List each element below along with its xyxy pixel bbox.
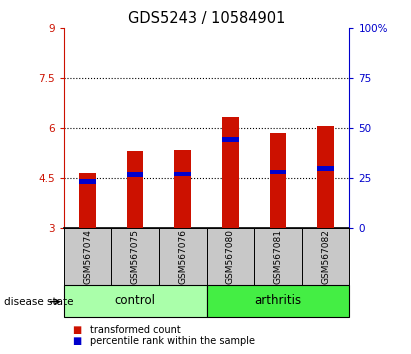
Bar bbox=[174, 172, 191, 176]
Bar bbox=[222, 117, 239, 228]
Text: GSM567075: GSM567075 bbox=[131, 229, 140, 284]
Text: disease state: disease state bbox=[4, 297, 74, 307]
Text: GSM567082: GSM567082 bbox=[321, 229, 330, 284]
Text: control: control bbox=[115, 295, 156, 307]
Bar bbox=[111, 228, 159, 285]
Bar bbox=[79, 173, 96, 228]
Bar bbox=[317, 166, 334, 171]
Bar bbox=[159, 228, 206, 285]
Text: ■: ■ bbox=[72, 325, 81, 335]
Text: arthritis: arthritis bbox=[254, 295, 302, 307]
Bar bbox=[254, 228, 302, 285]
Bar bbox=[127, 172, 143, 177]
Bar bbox=[206, 285, 349, 317]
Bar bbox=[174, 150, 191, 228]
Text: GSM567076: GSM567076 bbox=[178, 229, 187, 284]
Text: ■: ■ bbox=[72, 336, 81, 346]
Text: percentile rank within the sample: percentile rank within the sample bbox=[90, 336, 255, 346]
Bar bbox=[222, 137, 239, 142]
Title: GDS5243 / 10584901: GDS5243 / 10584901 bbox=[128, 11, 285, 26]
Text: transformed count: transformed count bbox=[90, 325, 181, 335]
Bar bbox=[270, 170, 286, 174]
Text: GSM567081: GSM567081 bbox=[273, 229, 282, 284]
Text: GSM567080: GSM567080 bbox=[226, 229, 235, 284]
Bar bbox=[127, 151, 143, 228]
Bar bbox=[79, 179, 96, 184]
Bar bbox=[270, 133, 286, 228]
Bar bbox=[64, 228, 111, 285]
Bar bbox=[302, 228, 349, 285]
Bar bbox=[206, 228, 254, 285]
Text: GSM567074: GSM567074 bbox=[83, 229, 92, 284]
Bar bbox=[317, 126, 334, 228]
Bar bbox=[64, 285, 206, 317]
